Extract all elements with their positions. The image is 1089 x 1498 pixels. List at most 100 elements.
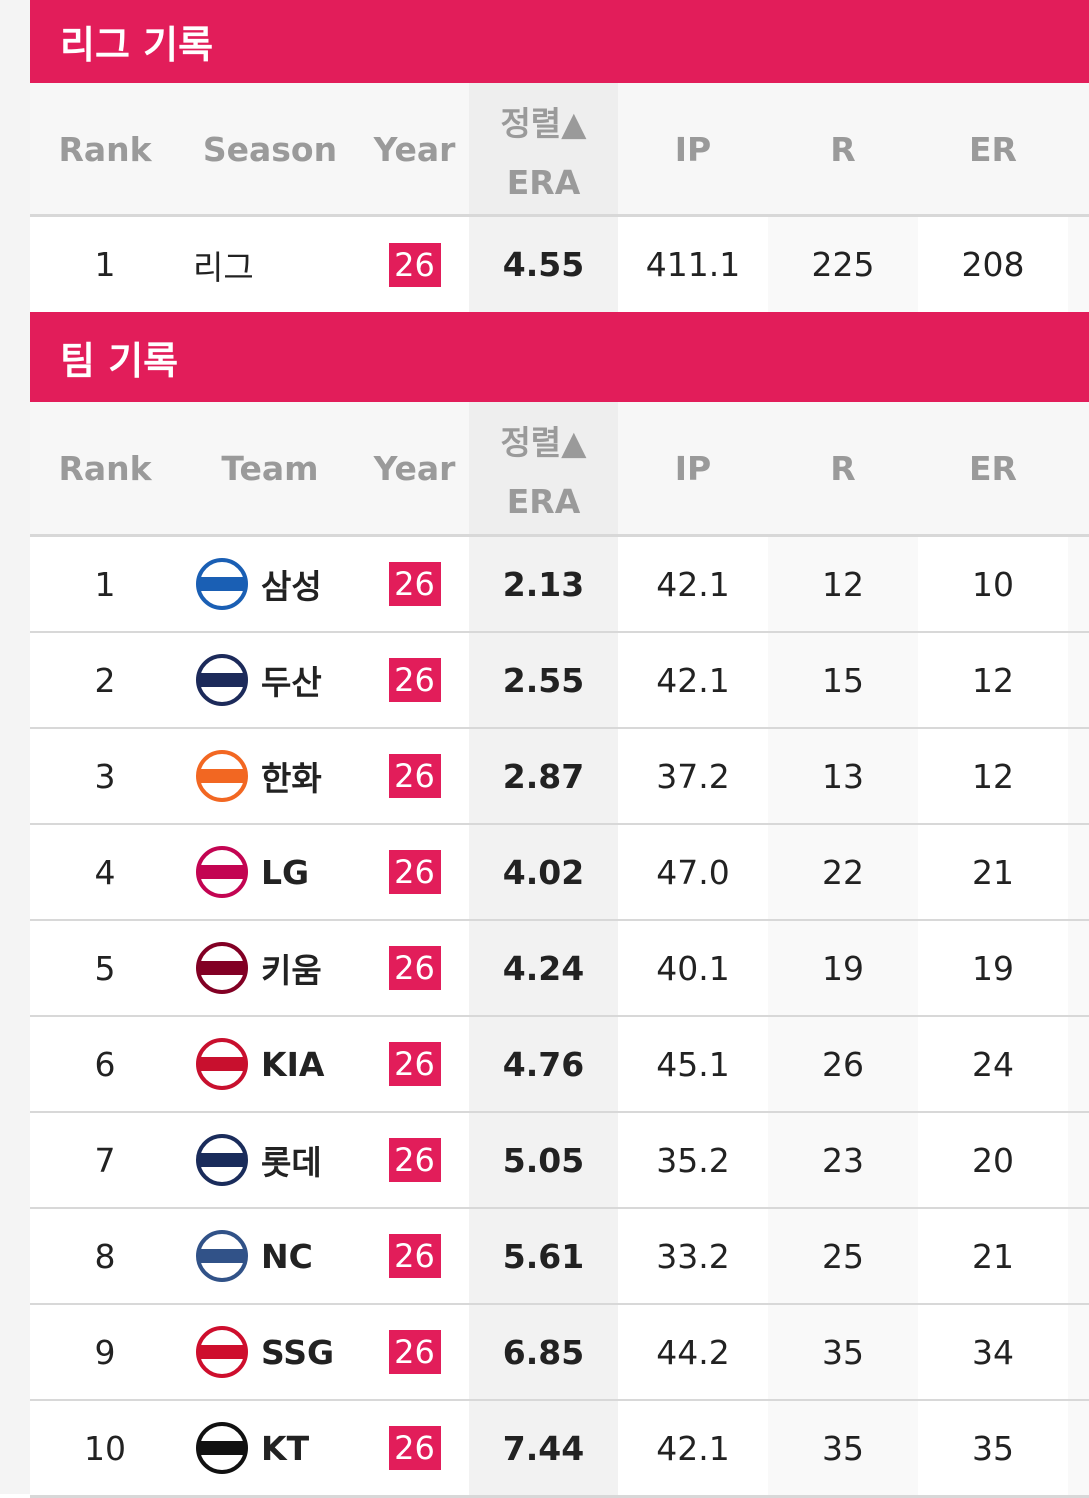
cell-value: 34 xyxy=(918,1305,1068,1399)
cell: 26 xyxy=(360,633,469,727)
cell-value: 21 xyxy=(918,1209,1068,1303)
column-header: Rank xyxy=(30,402,180,535)
header-line xyxy=(30,214,1089,217)
cell-value: 20 xyxy=(918,1113,1068,1207)
cell: 한화 xyxy=(180,729,360,823)
year-badge: 26 xyxy=(388,1138,441,1182)
column-header: ER xyxy=(918,83,1068,215)
row-line xyxy=(30,1303,1089,1306)
cell: 26 xyxy=(360,217,469,312)
cell-value: 13 xyxy=(768,729,918,823)
cell: 26 xyxy=(360,825,469,919)
team-name: 롯데 xyxy=(261,1143,322,1182)
row-line xyxy=(30,631,1089,634)
cell-value: 10 xyxy=(30,1401,180,1495)
sort-label[interactable]: 정렬▲ xyxy=(500,103,587,143)
column-header[interactable]: 정렬▲ ERA xyxy=(469,83,618,215)
column-header: Season xyxy=(180,83,360,215)
cell: 삼성 xyxy=(180,537,360,631)
cell-value: 25 xyxy=(768,1209,918,1303)
era-value: 2.55 xyxy=(469,633,618,727)
column-header xyxy=(1068,402,1089,535)
sort-label[interactable]: 정렬▲ xyxy=(500,423,587,462)
cell: 26 xyxy=(360,1017,469,1111)
column-label: R xyxy=(830,129,856,169)
column-header: Rank xyxy=(30,83,180,215)
year-badge: 26 xyxy=(388,850,441,894)
cell-value: 22 xyxy=(768,825,918,919)
cell-value: 23 xyxy=(768,1113,918,1207)
cell-value: 8 xyxy=(30,1209,180,1303)
column-label: IP xyxy=(674,449,712,488)
cell xyxy=(1068,633,1089,727)
cell-value: 1 xyxy=(30,537,180,631)
cell-value: 40.1 xyxy=(618,921,768,1015)
team-logo xyxy=(196,1230,248,1282)
row-line xyxy=(30,1015,1089,1018)
cell xyxy=(1068,537,1089,631)
column-label: ERA xyxy=(506,162,581,202)
cell xyxy=(1068,1305,1089,1399)
column-header: Year xyxy=(360,83,469,215)
cell-value: 411.1 xyxy=(618,217,768,312)
cell: 26 xyxy=(360,729,469,823)
column-header: Team xyxy=(180,402,360,535)
section-title: 리그 기록 xyxy=(30,0,1089,83)
cell: 롯데 xyxy=(180,1113,360,1207)
row-line xyxy=(30,727,1089,730)
row-line xyxy=(30,823,1089,826)
team-name: 삼성 xyxy=(261,567,322,606)
team-logo xyxy=(196,846,248,898)
team-logo xyxy=(196,1038,248,1090)
cell xyxy=(1068,825,1089,919)
cell-value: 35.2 xyxy=(618,1113,768,1207)
cell: 26 xyxy=(360,921,469,1015)
era-value: 5.05 xyxy=(469,1113,618,1207)
column-header: IP xyxy=(618,402,768,535)
cell-value: 42.1 xyxy=(618,537,768,631)
team-logo xyxy=(196,1422,248,1474)
cell-value: 3 xyxy=(30,729,180,823)
cell: LG xyxy=(180,825,360,919)
column-header[interactable]: 정렬▲ ERA xyxy=(469,402,618,535)
cell xyxy=(1068,1113,1089,1207)
cell-value: 208 xyxy=(918,217,1068,312)
cell: 리그 xyxy=(180,217,360,312)
column-label: Team xyxy=(221,449,319,488)
year-badge: 26 xyxy=(388,754,441,798)
cell-value: 4 xyxy=(30,825,180,919)
row-line xyxy=(30,1111,1089,1114)
row-line xyxy=(30,1207,1089,1210)
year-badge: 26 xyxy=(388,658,441,702)
era-value: 4.76 xyxy=(469,1017,618,1111)
year-badge: 26 xyxy=(388,946,441,990)
team-logo xyxy=(196,942,248,994)
team-name: NC xyxy=(261,1236,313,1276)
column-label: IP xyxy=(674,129,712,169)
team-name: SSG xyxy=(261,1332,335,1372)
column-label: Season xyxy=(202,129,338,169)
team-name: KT xyxy=(261,1428,310,1468)
cell-value: 225 xyxy=(768,217,918,312)
year-badge: 26 xyxy=(388,1330,441,1374)
left-margin xyxy=(0,0,30,1494)
cell-value: 5 xyxy=(30,921,180,1015)
cell-value: 1 xyxy=(30,217,180,312)
year-badge: 26 xyxy=(388,562,441,606)
cell: 26 xyxy=(360,1113,469,1207)
column-header: IP xyxy=(618,83,768,215)
cell-value: 10 xyxy=(918,537,1068,631)
column-header: Year xyxy=(360,402,469,535)
cell xyxy=(1068,1209,1089,1303)
cell-value: 12 xyxy=(918,633,1068,727)
cell: KIA xyxy=(180,1017,360,1111)
column-label: Year xyxy=(373,129,456,169)
cell xyxy=(1068,921,1089,1015)
cell xyxy=(1068,1017,1089,1111)
cell: 26 xyxy=(360,1305,469,1399)
cell xyxy=(1068,217,1089,312)
column-label: ER xyxy=(969,129,1017,169)
cell-value: 26 xyxy=(768,1017,918,1111)
column-header: ER xyxy=(918,402,1068,535)
row-line xyxy=(30,1399,1089,1402)
